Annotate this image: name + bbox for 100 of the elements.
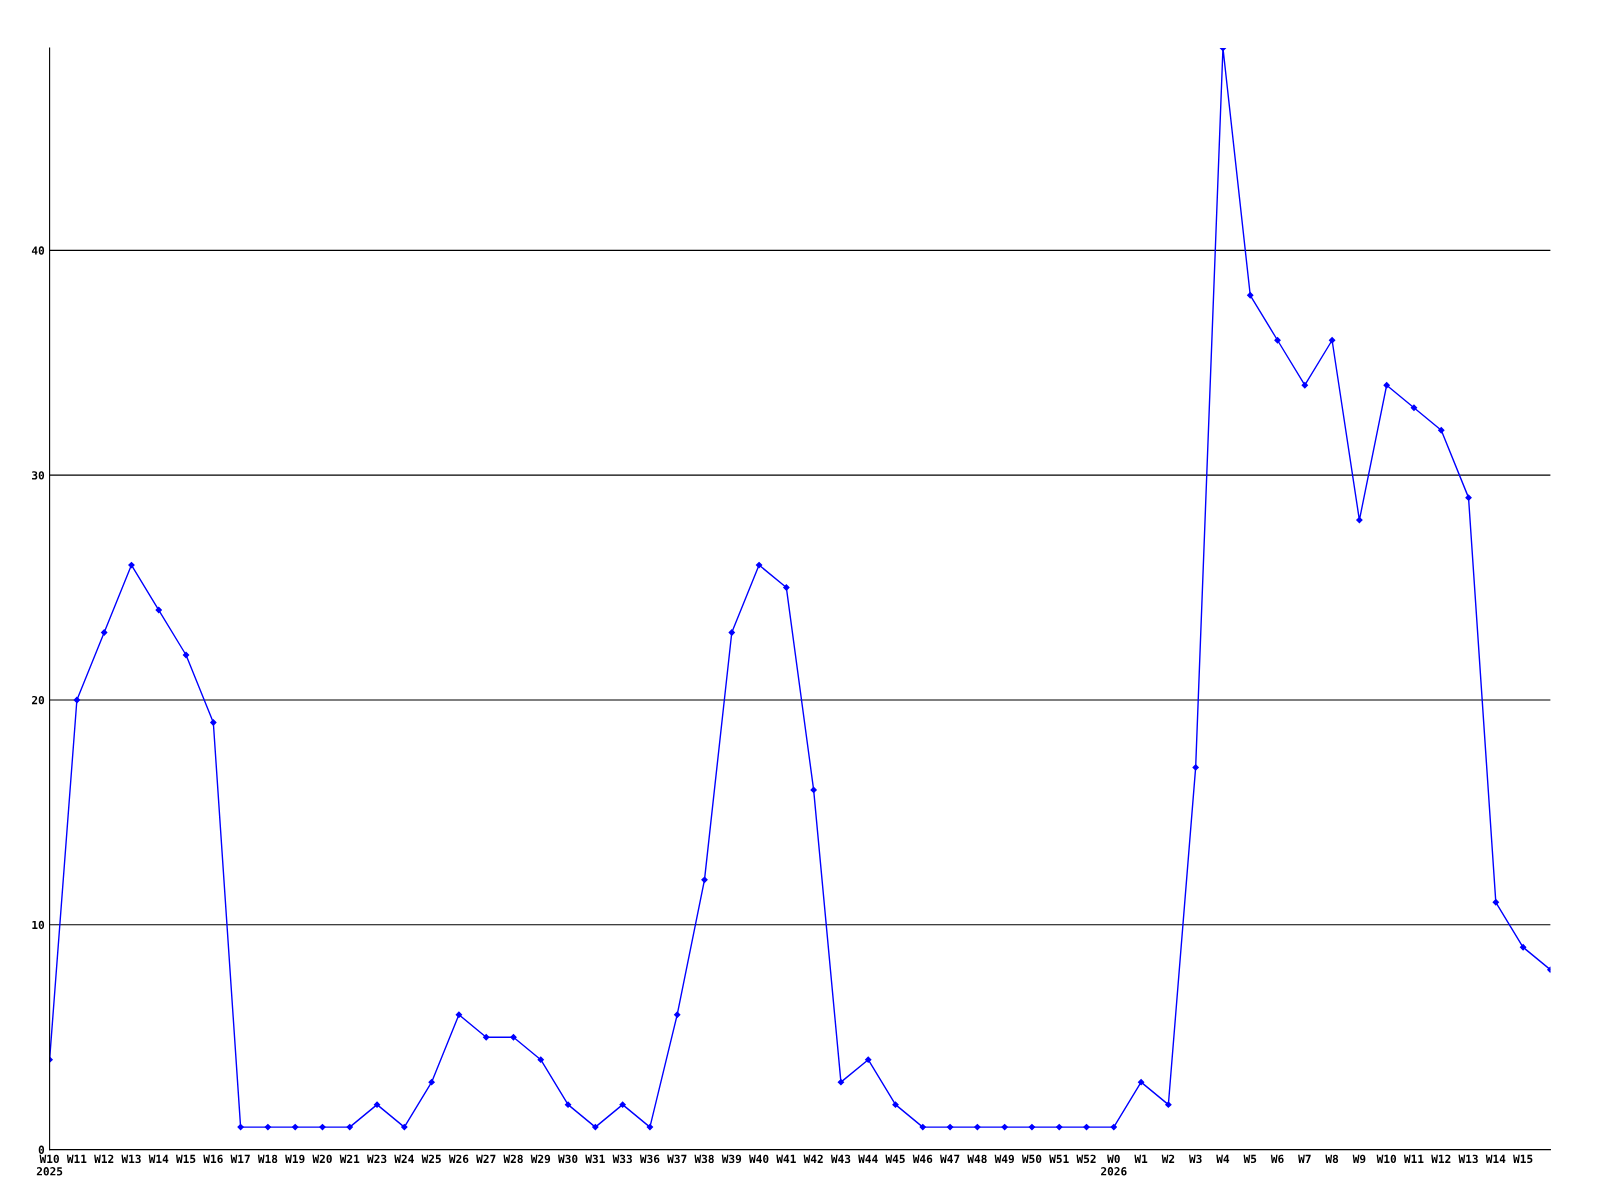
point <box>728 629 735 636</box>
point <box>455 1011 463 1018</box>
point <box>1410 404 1418 411</box>
x-tick-label: W28 <box>503 1154 523 1164</box>
point <box>619 1101 626 1108</box>
x-tick-label: W16 <box>203 1154 223 1164</box>
x-tick-label: W13 <box>1458 1154 1478 1164</box>
point <box>1519 944 1527 951</box>
point <box>1001 1123 1008 1131</box>
x-tick-label: W3 <box>1188 1154 1202 1164</box>
x-tick-label: W11 <box>66 1154 87 1163</box>
x-tick-label: W4 <box>1216 1154 1230 1163</box>
point <box>701 876 708 883</box>
y-tick-label: 20 <box>31 695 45 705</box>
x-tick-label: W6 <box>1270 1154 1284 1164</box>
point <box>1274 337 1281 344</box>
point <box>892 1101 899 1108</box>
point <box>182 651 190 659</box>
x-tick-label: W41 <box>776 1154 796 1163</box>
point <box>646 1123 654 1131</box>
x-tick-label: W19 <box>285 1154 305 1164</box>
point <box>865 1056 872 1063</box>
x-tick-label: W36 <box>639 1154 660 1164</box>
point <box>1438 427 1445 434</box>
x-tick-label: W44 <box>858 1154 878 1163</box>
point <box>755 561 763 569</box>
x-tick-label: W50 <box>1021 1154 1042 1164</box>
x-tick-label: W38 <box>694 1154 714 1164</box>
point <box>974 1123 981 1131</box>
point <box>101 629 108 636</box>
point <box>1328 337 1336 344</box>
x-tick-label: W12 <box>94 1154 114 1163</box>
point <box>1465 494 1472 501</box>
line-series <box>49 48 1551 1131</box>
point <box>810 786 817 794</box>
point <box>346 1123 353 1131</box>
point <box>1301 382 1308 389</box>
point <box>919 1123 926 1131</box>
x-tick-label: W24 <box>394 1154 414 1163</box>
x-tick-label: W17 <box>230 1154 250 1163</box>
point <box>510 1034 517 1041</box>
x-tick-label: W14 <box>148 1154 169 1163</box>
x-tick-label: W48 <box>967 1154 987 1164</box>
x-tick-label: W37 <box>667 1154 687 1164</box>
y-tick-label: 30 <box>32 471 45 480</box>
point <box>537 1056 544 1063</box>
point <box>264 1123 272 1131</box>
x-tick-label: W21 <box>339 1154 360 1163</box>
point <box>1492 899 1499 906</box>
point <box>155 606 162 614</box>
y-tick-label: 0 <box>38 1145 45 1154</box>
point <box>237 1123 244 1131</box>
x-tick-label: W31 <box>585 1154 605 1164</box>
point <box>128 561 135 569</box>
point <box>1383 382 1390 389</box>
point <box>1083 1123 1090 1131</box>
x-tick-label: W7 <box>1298 1154 1311 1163</box>
point <box>1247 292 1254 299</box>
x-tick-label: W15 <box>176 1154 196 1164</box>
x-tick-label: W33 <box>612 1154 632 1164</box>
x-tick-label: W43 <box>830 1154 851 1164</box>
x-tick-label: W51 <box>1049 1154 1069 1164</box>
x-tick-label: W39 <box>721 1154 742 1164</box>
x-tick-label: W40 <box>749 1154 769 1164</box>
point <box>401 1123 408 1131</box>
point <box>1192 764 1199 771</box>
point <box>373 1101 381 1108</box>
x-tick-label: W25 <box>421 1154 441 1164</box>
point <box>319 1123 326 1131</box>
x-tick-label: W49 <box>994 1154 1014 1164</box>
x-tick-label: W27 <box>476 1154 496 1163</box>
point <box>1110 1123 1117 1131</box>
point <box>592 1123 599 1131</box>
point <box>210 719 217 726</box>
point <box>428 1079 435 1086</box>
y-tick-label: 10 <box>32 920 45 930</box>
point <box>483 1034 490 1041</box>
point <box>73 696 81 704</box>
y-tick-label: 40 <box>31 246 45 255</box>
x-tick-label: W9 <box>1352 1154 1366 1164</box>
x-tick-label: W11 <box>1403 1154 1424 1163</box>
point <box>1028 1123 1036 1131</box>
x-tick-label: W5 <box>1243 1154 1257 1164</box>
x-tick-label: W23 <box>367 1154 387 1164</box>
x-tick-label: W0 2026 <box>1101 1154 1127 1176</box>
x-tick-label: W1 <box>1134 1154 1148 1163</box>
point <box>564 1101 572 1108</box>
x-tick-label: W26 <box>448 1154 469 1164</box>
point <box>674 1011 681 1018</box>
x-tick-label: W52 <box>1076 1154 1096 1164</box>
x-tick-label: W45 <box>885 1154 905 1164</box>
point <box>783 584 790 591</box>
x-tick-label: W15 <box>1513 1154 1533 1164</box>
x-tick-label: W46 <box>912 1154 933 1164</box>
x-tick-label: W42 <box>803 1154 823 1163</box>
point <box>1165 1101 1172 1108</box>
x-tick-label: W10 2025 <box>36 1154 63 1176</box>
point <box>1056 1123 1063 1131</box>
point <box>292 1123 299 1131</box>
x-tick-label: W18 <box>257 1154 278 1164</box>
